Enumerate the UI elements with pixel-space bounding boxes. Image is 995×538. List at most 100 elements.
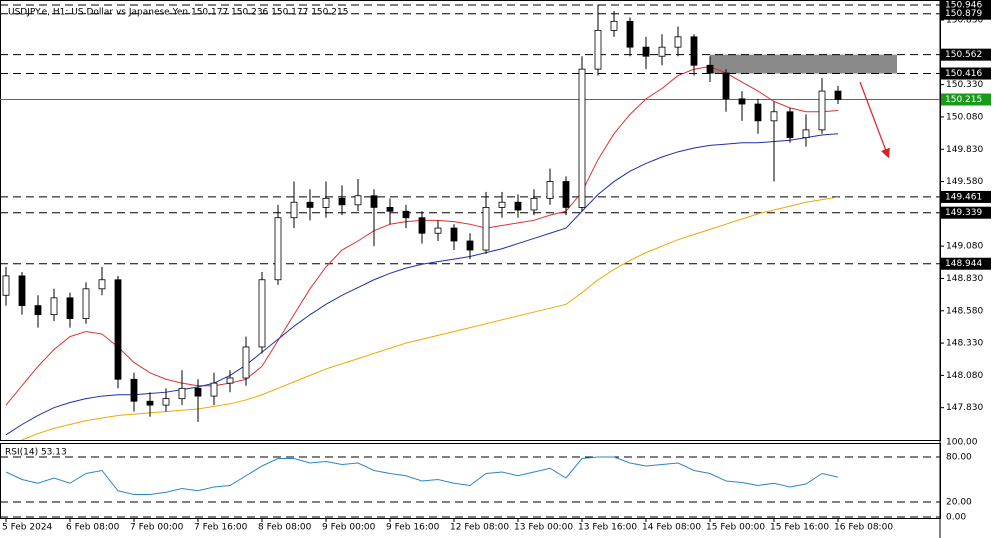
- candle-body: [498, 201, 506, 208]
- x-tick-label: 14 Feb 08:00: [642, 523, 701, 533]
- y-tick-label: 148.330: [946, 339, 983, 349]
- x-tick-label: 7 Feb 16:00: [194, 523, 248, 533]
- candle-body: [674, 36, 682, 48]
- y-tick-label: 80.00: [946, 453, 972, 463]
- x-tick-label: 6 Feb 08:00: [66, 523, 120, 533]
- rsi-title: RSI(14) 53.13: [5, 448, 67, 458]
- candle-body: [722, 72, 730, 100]
- candle-body: [802, 129, 810, 139]
- candle-body: [210, 382, 218, 397]
- candle-body: [818, 90, 826, 131]
- zone: [710, 54, 897, 74]
- candle-body: [226, 377, 234, 384]
- candle-body: [338, 197, 346, 206]
- level-label: 149.339: [945, 208, 982, 218]
- y-tick-label: 0.00: [946, 513, 966, 523]
- rsi-plot: [0, 456, 940, 518]
- candle-body: [834, 90, 842, 100]
- x-tick-label: 8 Feb 08:00: [258, 523, 312, 533]
- candle-body: [354, 195, 362, 206]
- y-tick-label: 147.830: [946, 403, 983, 413]
- candle-body: [786, 111, 794, 139]
- level-label: 150.946: [945, 1, 982, 11]
- candle-body: [50, 297, 58, 316]
- candle-body: [194, 387, 202, 397]
- candle-body: [578, 68, 586, 208]
- main-plot: [0, 4, 940, 440]
- y-tick-label: 150.330: [946, 80, 983, 90]
- candle-body: [770, 111, 778, 122]
- candle-body: [482, 207, 490, 251]
- x-tick-label: 5 Feb 2024: [2, 523, 53, 533]
- x-tick-label: 16 Feb 08:00: [834, 523, 893, 533]
- candle-body: [530, 197, 538, 211]
- level-label-bg: [941, 7, 991, 20]
- candle-body: [242, 346, 250, 379]
- candle-body: [258, 279, 266, 348]
- last-price-bg: [941, 93, 991, 106]
- candle-body: [642, 46, 650, 57]
- candle-body: [178, 387, 186, 400]
- level-label: 150.416: [945, 69, 982, 79]
- rsi-pane: [0, 443, 941, 519]
- candle-body: [130, 378, 138, 402]
- y-tick-label: 148.580: [946, 306, 983, 316]
- y-tick-label: 148.080: [946, 371, 983, 381]
- candle-body: [146, 400, 154, 406]
- level-label: 150.562: [945, 50, 982, 60]
- candle-body: [2, 275, 10, 296]
- moving-average: [5, 133, 839, 436]
- candle-body: [546, 181, 554, 199]
- y-tick-label: 150.830: [946, 16, 983, 26]
- candle-body: [626, 20, 634, 48]
- rsi-line: [5, 456, 839, 495]
- candle-body: [162, 398, 170, 406]
- x-tick-label: 7 Feb 00:00: [130, 523, 184, 533]
- moving-average: [20, 196, 839, 440]
- level-label: 149.461: [945, 192, 982, 202]
- candle-body: [514, 201, 522, 211]
- candle-body: [706, 64, 714, 74]
- candle-body: [594, 29, 602, 70]
- candle-body: [66, 297, 74, 319]
- x-tick-label: 12 Feb 08:00: [450, 523, 509, 533]
- level-label-bg: [941, 257, 991, 270]
- level-label-bg: [941, 206, 991, 219]
- x-tick-label: 9 Feb 00:00: [322, 523, 376, 533]
- candle-body: [658, 46, 666, 57]
- candle-body: [754, 103, 762, 122]
- level-label: 148.944: [945, 259, 982, 269]
- y-tick-label: 149.080: [946, 242, 983, 252]
- x-tick-label: 15 Feb 16:00: [770, 523, 829, 533]
- candle-body: [610, 20, 618, 31]
- candle-body: [738, 98, 746, 105]
- level-label-bg: [941, 48, 991, 61]
- forecast-arrow: [859, 81, 890, 159]
- candle-body: [290, 201, 298, 219]
- y-tick-label: 20.00: [946, 498, 972, 508]
- candle-body: [466, 240, 474, 251]
- candle-body: [306, 201, 314, 208]
- x-tick-label: 13 Feb 00:00: [514, 523, 573, 533]
- x-tick-label: 9 Feb 16:00: [386, 523, 440, 533]
- candle-body: [434, 227, 442, 234]
- level-label: 150.879: [945, 9, 982, 19]
- candle-body: [370, 195, 378, 208]
- candle-body: [386, 207, 394, 212]
- y-tick-label: 150.080: [946, 112, 983, 122]
- candle-body: [114, 279, 122, 380]
- y-tick-label: 149.830: [946, 145, 983, 155]
- y-tick-label: 149.580: [946, 177, 983, 187]
- level-label-bg: [941, 190, 991, 203]
- last-price-label: 150.215: [945, 95, 982, 105]
- x-tick-label: 15 Feb 00:00: [706, 523, 765, 533]
- level-label-bg: [941, 67, 991, 80]
- candle-body: [418, 217, 426, 234]
- y-tick-label: 100.00: [946, 438, 978, 448]
- candle-body: [18, 275, 26, 307]
- candle-body: [322, 197, 330, 208]
- candle-body: [34, 305, 42, 316]
- candle-body: [450, 227, 458, 242]
